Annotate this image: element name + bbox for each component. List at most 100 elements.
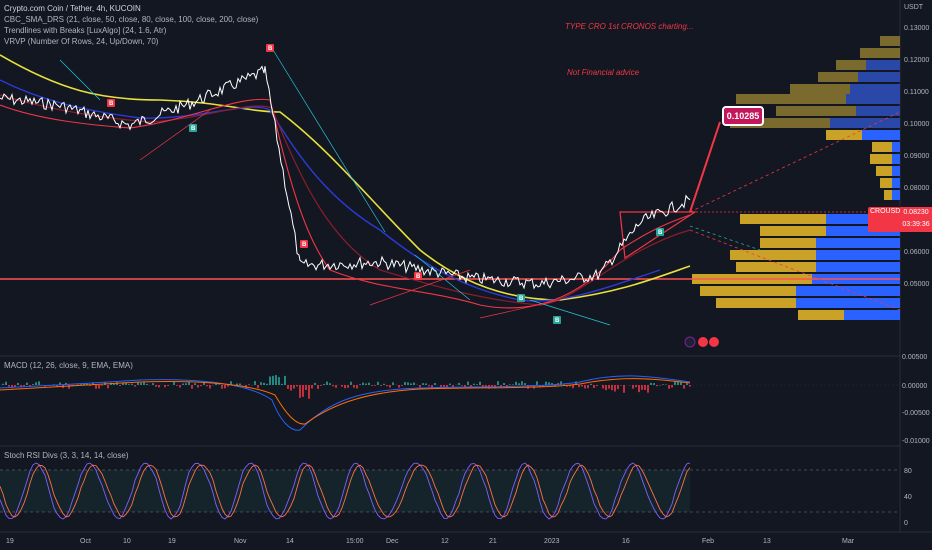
macd-bar: [308, 385, 310, 399]
macd-bar: [473, 383, 475, 385]
stoch-k-line: [0, 462, 691, 520]
target-price-label[interactable]: 0.10285: [722, 106, 764, 126]
macd-bar: [344, 385, 346, 389]
macd-bar: [449, 383, 451, 385]
macd-bar: [293, 385, 295, 389]
macd-bar: [89, 385, 91, 387]
macd-bar: [107, 385, 109, 389]
macd-bar: [341, 385, 343, 387]
macd-axis[interactable]: 0.00500 0.00000 -0.00500 -0.01000: [902, 354, 930, 445]
price-series[interactable]: [0, 65, 691, 290]
macd-tick-label: -0.01000: [902, 438, 930, 445]
macd-bar: [53, 384, 55, 385]
time-tick-label: 15:00: [346, 538, 364, 545]
macd-bar: [413, 382, 415, 385]
projection-line: [689, 111, 901, 213]
macd-bar: [38, 381, 40, 385]
macd-bar: [167, 385, 169, 386]
macd-bar: [686, 383, 688, 385]
macd-bar: [551, 383, 553, 385]
macd-bar: [140, 382, 142, 385]
macd-bar: [428, 385, 430, 387]
macd-bar: [182, 383, 184, 385]
macd-bar: [152, 383, 154, 385]
macd-bar: [482, 385, 484, 388]
macd-bar: [431, 385, 433, 389]
macd-bar: [275, 375, 277, 385]
macd-bar: [158, 385, 160, 388]
indicator-legend-trendlines[interactable]: Trendlines with Breaks [LuxAlgo] (24, 1.…: [4, 26, 167, 35]
macd-bar: [362, 382, 364, 385]
sma-50-line: [0, 94, 691, 306]
volume-profile: [692, 36, 900, 320]
symbol-tag: CROUSDT: [868, 207, 905, 232]
target-arrow[interactable]: [689, 121, 721, 213]
macd-bar: [68, 385, 70, 389]
stoch-axis[interactable]: 80 40 0: [904, 468, 912, 527]
macd-bar: [464, 385, 466, 388]
macd-bar: [560, 381, 562, 385]
projection-line-lower: [689, 229, 901, 311]
macd-bar: [608, 385, 610, 389]
macd-bar: [545, 381, 547, 385]
time-axis[interactable]: 19 Oct 10 19 Nov 14 15:00 Dec 12 21 2023 16 Feb 13 Mar: [6, 538, 855, 545]
macd-bar: [326, 381, 328, 385]
time-tick-label: Nov: [234, 538, 247, 545]
macd-bar: [128, 384, 130, 385]
macd-bar: [509, 384, 511, 385]
macd-bar: [278, 377, 280, 385]
macd-bar: [587, 385, 589, 389]
macd-bar: [11, 385, 13, 389]
macd-bar: [548, 382, 550, 385]
macd-bar: [377, 381, 379, 385]
event-icons[interactable]: [684, 336, 719, 348]
macd-bar: [569, 385, 571, 387]
macd-bar: [521, 381, 523, 385]
currency-label: USDT: [904, 4, 924, 11]
macd-bar: [356, 385, 358, 389]
macd-bar: [206, 385, 208, 387]
indicator-legend-vrvp[interactable]: VRVP (Number Of Rows, 24, Up/Down, 70): [4, 37, 159, 46]
time-tick-label: Mar: [842, 538, 855, 545]
price-axis[interactable]: 0.13000 0.12000 0.11000 0.10000 0.09000 0.080…: [904, 25, 929, 288]
macd-bar: [440, 385, 442, 387]
macd-legend[interactable]: MACD (12, 26, close, 9, EMA, EMA): [4, 361, 133, 370]
macd-bar: [83, 383, 85, 385]
macd-bar: [209, 385, 211, 389]
macd-bar: [614, 385, 616, 392]
macd-bar: [662, 384, 664, 385]
macd-bar: [203, 382, 205, 385]
macd-bar: [383, 383, 385, 385]
stoch-tick-label: 40: [904, 494, 912, 501]
time-tick-label: 16: [622, 538, 630, 545]
macd-bar: [665, 384, 667, 385]
macd-bar: [302, 385, 304, 397]
macd-tick-label: 0.00000: [902, 383, 927, 390]
macd-bar: [392, 382, 394, 385]
macd-bar: [671, 385, 673, 388]
macd-bar: [98, 385, 100, 389]
macd-bar: [227, 385, 229, 387]
macd-line: [0, 375, 691, 431]
macd-bar: [470, 385, 472, 388]
macd-bar: [269, 376, 271, 385]
macd-bar: [80, 384, 82, 385]
countdown: 03:39:36: [902, 221, 930, 228]
macd-bar: [248, 384, 250, 385]
macd-bar: [284, 375, 286, 385]
macd-bar: [236, 383, 238, 385]
macd-bar: [95, 385, 97, 389]
macd-bar: [575, 381, 577, 385]
macd-bar: [266, 383, 268, 385]
macd-bar: [230, 381, 232, 385]
indicator-legend-sma[interactable]: CBC_SMA_DRS (21, close, 50, close, 80, c…: [4, 15, 259, 24]
macd-bar: [518, 383, 520, 385]
stoch-legend[interactable]: Stoch RSI Divs (3, 3, 14, 14, close): [4, 451, 129, 460]
macd-bar: [425, 383, 427, 385]
macd-bar: [14, 385, 16, 388]
macd-bar: [176, 385, 178, 386]
signal-line: [0, 378, 691, 425]
macd-bar: [641, 385, 643, 390]
symbol-legend[interactable]: Crypto.com Coin / Tether, 4h, KUCOIN: [4, 4, 141, 13]
